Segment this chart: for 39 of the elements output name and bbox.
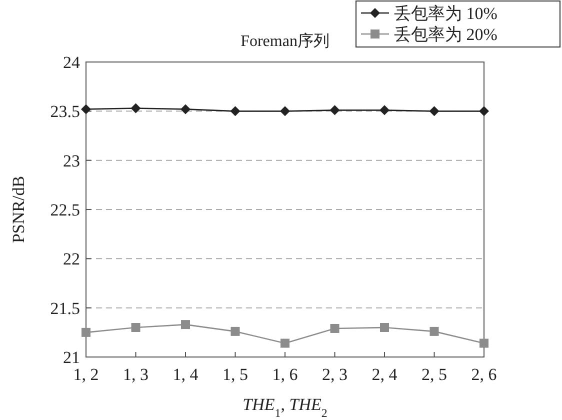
point <box>479 106 489 116</box>
y-tick-label: 22 <box>63 250 80 269</box>
y-tick-label: 23 <box>63 151 80 170</box>
point <box>380 105 390 116</box>
point <box>430 326 439 336</box>
x-tick-label: 1, 3 <box>123 365 148 384</box>
x-tick-label: 1, 6 <box>272 365 298 384</box>
point <box>380 323 389 332</box>
y-tick-label: 24 <box>63 53 80 72</box>
x-tick-label: 2, 3 <box>322 365 348 384</box>
point <box>280 338 290 348</box>
chart-title: Foreman序列 <box>240 32 330 50</box>
point <box>130 103 141 114</box>
x-tick-label: 2, 4 <box>372 365 398 384</box>
y-axis-title: PSNR/dB <box>9 176 28 244</box>
legend-label: 丢包率为 20% <box>394 25 498 44</box>
point <box>429 106 440 116</box>
point <box>330 105 340 116</box>
point <box>330 324 340 333</box>
y-tick-label: 21 <box>63 348 80 367</box>
point <box>230 326 240 336</box>
y-tick-label: 21.5 <box>50 298 80 318</box>
x-tick-label: 2, 6 <box>471 365 497 384</box>
x-tick-label: 1, 4 <box>172 365 199 384</box>
point <box>131 323 140 332</box>
legend-label: 丢包率为 10% <box>394 4 498 23</box>
point <box>480 338 488 348</box>
point <box>230 106 240 116</box>
x-tick-label: 2, 5 <box>422 365 447 384</box>
point <box>280 106 290 116</box>
x-axis-title: THE$_{1}$, THE$_{2}$ <box>242 395 328 420</box>
point <box>82 328 90 337</box>
point <box>81 104 91 114</box>
x-tick-label: 1, 5 <box>222 365 248 384</box>
point <box>181 320 190 330</box>
x-tick-label: 1, 2 <box>73 365 99 384</box>
y-tick-label: 23.5 <box>50 102 80 122</box>
point <box>180 104 190 114</box>
y-tick-label: 22.5 <box>50 200 80 220</box>
